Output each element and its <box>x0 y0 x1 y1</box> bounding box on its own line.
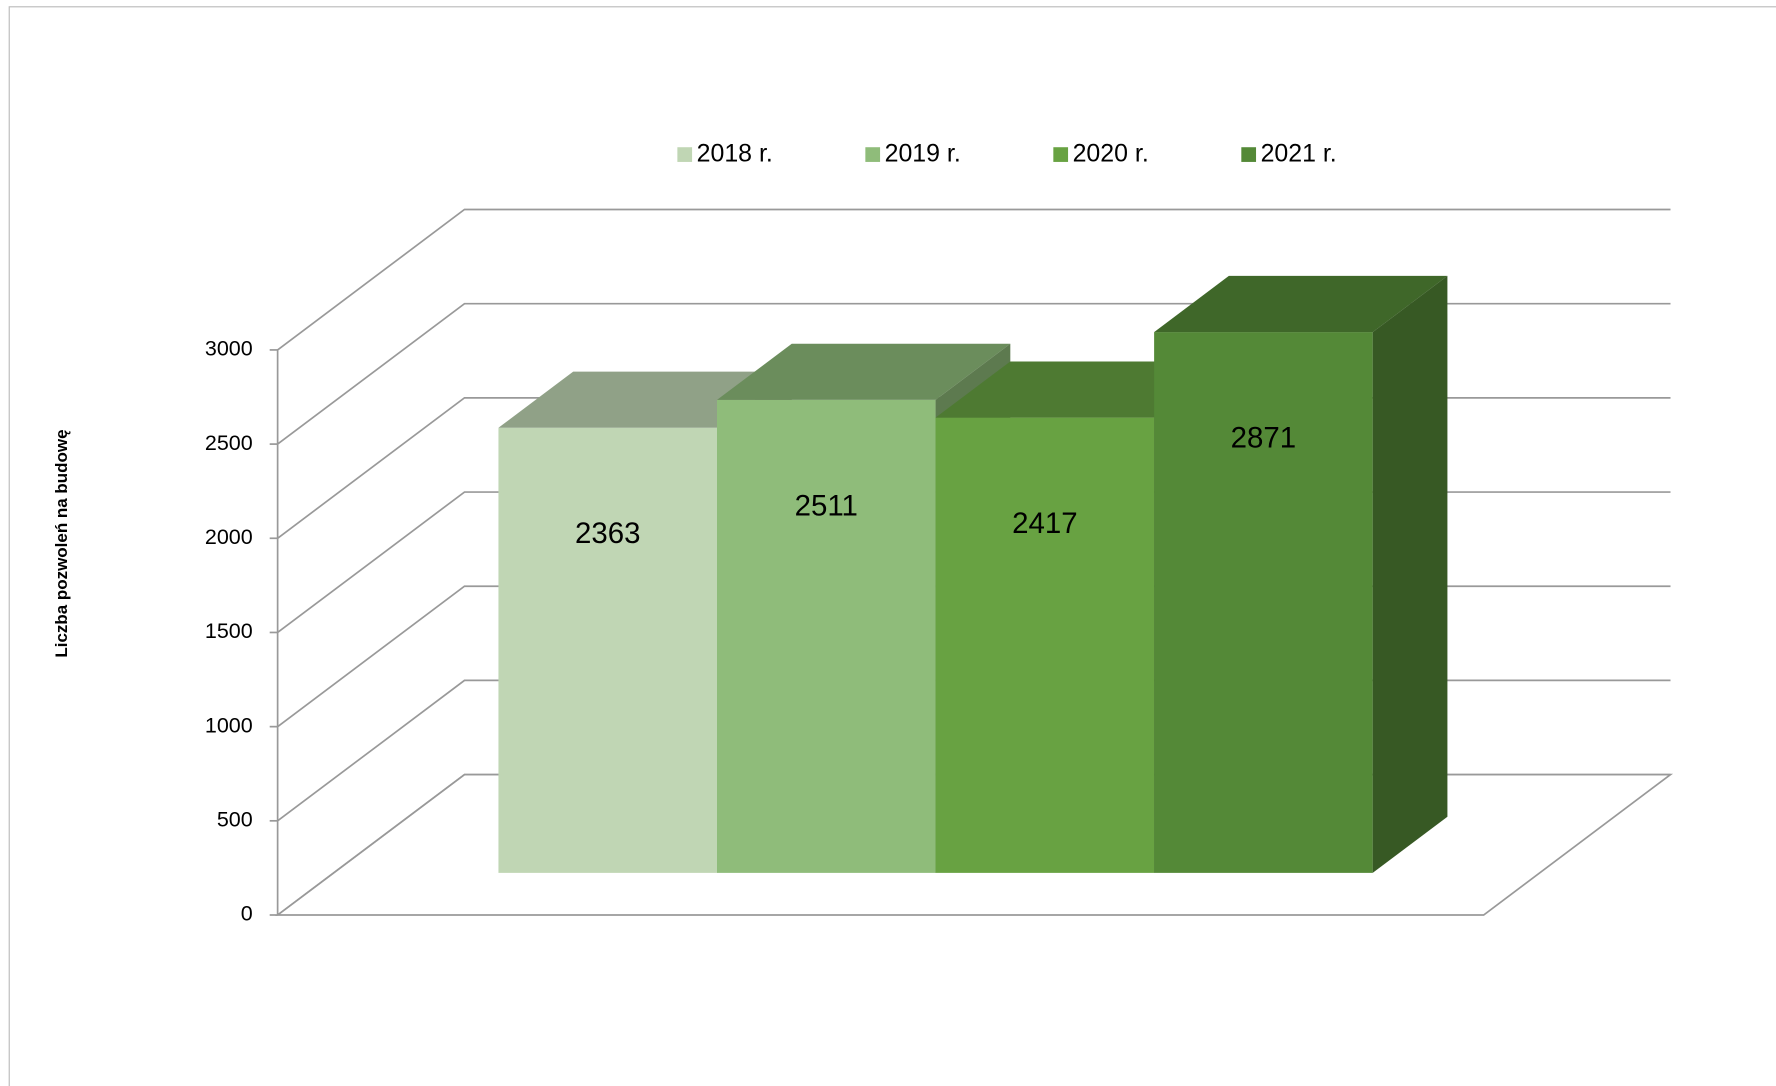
y-tick-label: 2500 <box>205 431 253 455</box>
bar-front <box>935 417 1155 873</box>
legend-swatch <box>865 147 881 162</box>
y-tick-label: 1000 <box>205 713 253 737</box>
bar-top <box>717 343 1011 400</box>
bar-front <box>717 399 936 873</box>
bar-top <box>1154 275 1448 333</box>
legend-label: 2018 r. <box>697 140 773 168</box>
y-axis-label: Liczba pozwoleń na budowę <box>52 429 71 657</box>
y-tick-label: 0 <box>241 902 253 926</box>
legend-swatch <box>1241 147 1257 162</box>
legend-swatch <box>677 147 693 162</box>
bar-front <box>498 427 718 873</box>
y-tick-label: 2000 <box>205 525 253 549</box>
legend-label: 2019 r. <box>885 140 961 168</box>
legend-label: 2021 r. <box>1261 140 1337 168</box>
value-label: 2363 <box>575 517 641 550</box>
y-tick-label: 500 <box>217 808 253 832</box>
legend-swatch <box>1053 147 1069 162</box>
grid-line <box>277 208 1671 351</box>
legend-label: 2020 r. <box>1073 140 1149 168</box>
y-tick-label: 1500 <box>205 619 253 643</box>
bar-side <box>1372 275 1448 873</box>
value-label: 2417 <box>1012 507 1078 540</box>
y-tick-label: 3000 <box>205 337 253 361</box>
bar-front <box>1154 332 1373 873</box>
value-label: 2511 <box>795 489 858 522</box>
value-label: 2871 <box>1231 421 1297 454</box>
